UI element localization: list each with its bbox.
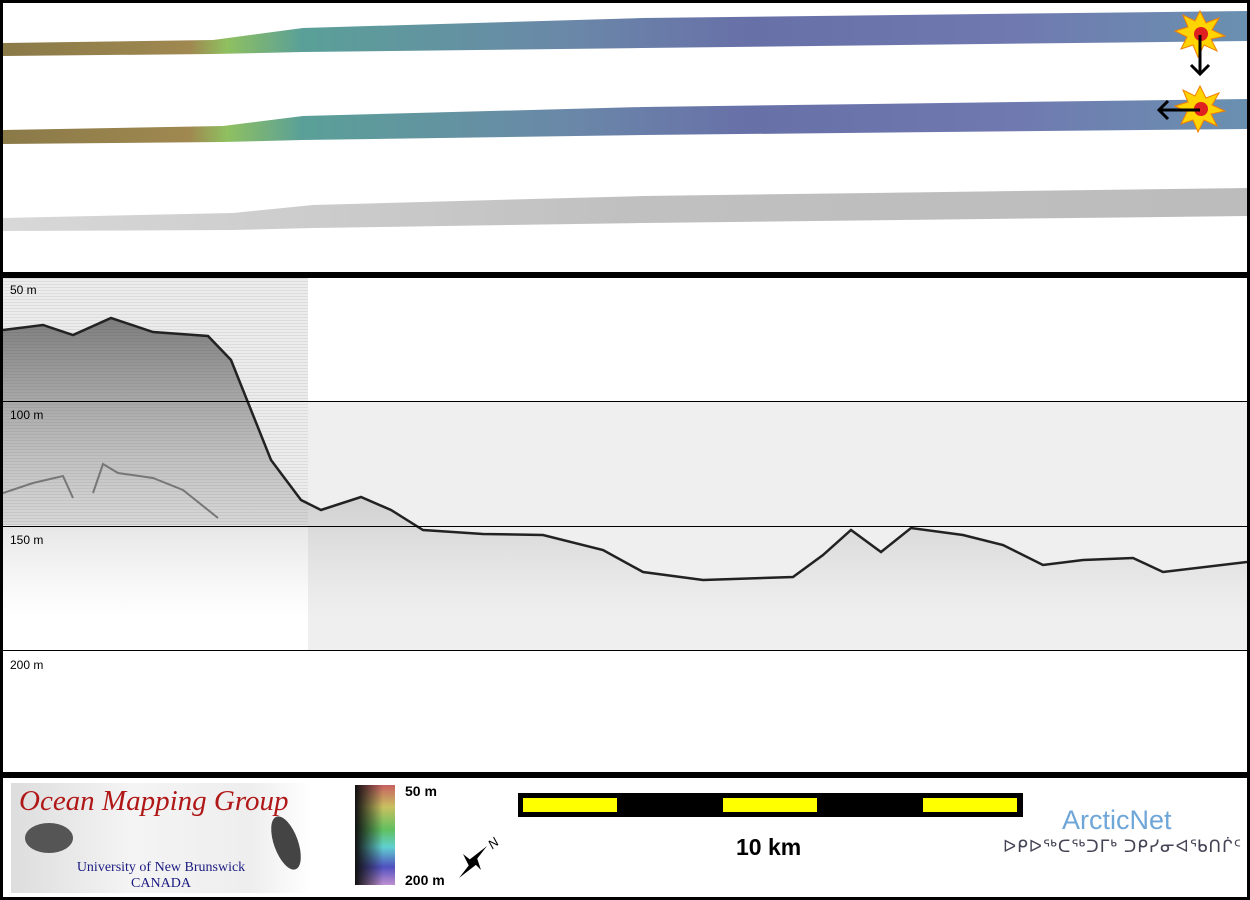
- backscatter-swath: [3, 188, 1247, 231]
- subbottom-profile-panel: 50 m 100 m 150 m 200 m: [3, 278, 1247, 772]
- logo-title: Ocean Mapping Group: [19, 785, 289, 817]
- depth-gridline-100: [3, 401, 1247, 402]
- arcticnet-logo: ArcticNet: [1062, 805, 1172, 835]
- depth-label-150: 150 m: [10, 533, 44, 547]
- depth-colorbar: [355, 785, 395, 885]
- depth-gridline-150: [3, 526, 1247, 527]
- start-marker-icon: [1173, 9, 1227, 59]
- legend-panel: Ocean Mapping Group University of New Br…: [3, 778, 1247, 897]
- scale-segment: [523, 798, 617, 812]
- logo-imagery: [25, 816, 301, 870]
- arcticnet-syllabics: ᐅᑭᐅᖅᑕᖅᑐᒥᒃ ᑐᑭᓯᓂᐊᖃᑎᒌᑦ: [1003, 837, 1243, 856]
- ocean-mapping-group-logo: Ocean Mapping Group University of New Br…: [11, 783, 311, 893]
- depth-label-200: 200 m: [10, 658, 44, 672]
- scale-label: 10 km: [736, 834, 802, 860]
- subbottom-profile: [3, 278, 1247, 650]
- colorbar-bottom-label: 200 m: [405, 872, 445, 888]
- north-arrow-icon: N: [459, 834, 502, 878]
- colorbar-top-label: 50 m: [405, 783, 437, 799]
- seafloor-reflector: [3, 316, 1247, 582]
- scale-segment: [923, 798, 1017, 812]
- seafloor-subsurface: [3, 318, 1247, 618]
- north-label: N: [485, 834, 502, 852]
- scale-segment: [723, 798, 817, 812]
- depth-label-50: 50 m: [10, 283, 37, 297]
- scale-bar: [518, 793, 1023, 817]
- arrow-down-icon: [1189, 35, 1211, 77]
- swath-map: [3, 9, 1247, 231]
- bathymetry-swath-1: [3, 11, 1247, 56]
- subsurface-reflector: [3, 462, 219, 519]
- depth-gridline-200: [3, 650, 1247, 651]
- swath-panel: [3, 3, 1247, 272]
- depth-label-100: 100 m: [10, 408, 44, 422]
- bathymetry-swath-2: [3, 99, 1247, 144]
- logo-university: University of New Brunswick: [76, 860, 246, 875]
- logo-country: CANADA: [131, 876, 191, 891]
- arrow-left-icon: [1156, 99, 1200, 121]
